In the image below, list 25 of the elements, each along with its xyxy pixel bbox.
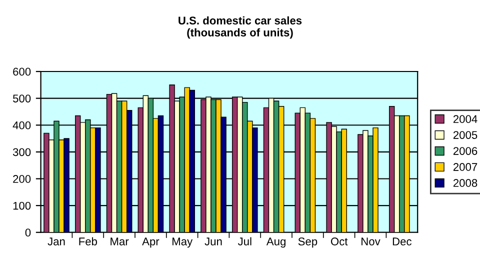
y-tick-label: 500 (12, 94, 31, 102)
x-tick-label: Jan (48, 238, 65, 246)
y-tick-label: 600 (13, 68, 31, 76)
y-tick-label: 300 (12, 148, 31, 156)
chart-title: U.S. domestic car sales (thousands of units) (178, 16, 302, 39)
y-tick-label: 400 (12, 121, 31, 130)
x-tick-label: Mar (110, 238, 129, 246)
x-tick-label: May (172, 238, 193, 248)
x-tick-label: Jul (238, 237, 252, 246)
x-tick-label: Sep (298, 238, 318, 248)
x-tick-label: Apr (142, 238, 160, 248)
x-tick-label: Feb (79, 237, 98, 246)
legend-label: 2005 (453, 131, 478, 139)
x-tick-label: Nov (362, 238, 380, 246)
y-tick-label: 200 (13, 175, 31, 183)
y-tick-label: 100 (13, 202, 31, 210)
y-tick-label: 0 (25, 228, 31, 237)
x-tick-label: Aug (266, 238, 286, 248)
legend-label: 2008 (453, 179, 478, 187)
legend-label: 2007 (453, 163, 478, 171)
x-tick-label: Dec (392, 238, 412, 246)
x-tick-label: Jun (204, 238, 222, 246)
legend-label: 2006 (453, 147, 478, 155)
x-tick-label: Oct (330, 238, 348, 246)
legend-label: 2004 (453, 115, 478, 124)
